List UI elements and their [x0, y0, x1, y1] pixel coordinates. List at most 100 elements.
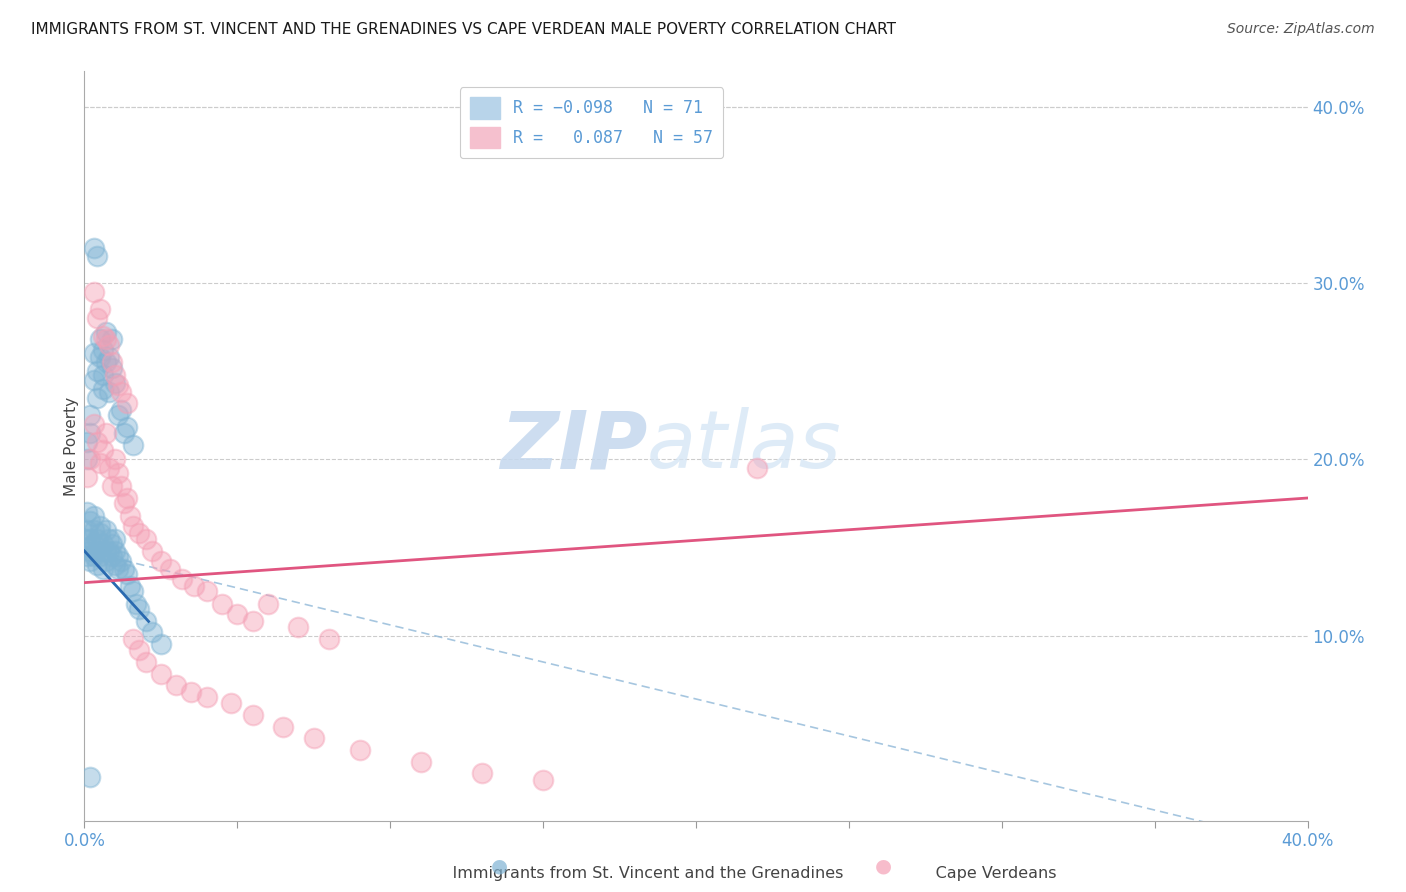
Point [318, 632, 340, 646]
Point [79, 408, 101, 422]
Point [115, 396, 138, 410]
Y-axis label: Male Poverty: Male Poverty [63, 396, 79, 496]
Text: Source: ZipAtlas.com: Source: ZipAtlas.com [1227, 22, 1375, 37]
Point [79, 452, 101, 467]
Point [349, 743, 371, 757]
Point [79, 544, 101, 558]
Point [94, 326, 117, 340]
Point [76, 434, 98, 449]
Point [89, 350, 111, 364]
Point [159, 561, 181, 575]
Point [242, 707, 264, 722]
Point [83, 373, 105, 387]
Point [149, 637, 172, 651]
Point [79, 425, 101, 440]
Point [97, 385, 120, 400]
Point [112, 561, 135, 575]
Point [86, 532, 108, 546]
Point [97, 544, 120, 558]
Point [79, 514, 101, 528]
Point [104, 376, 127, 391]
Point [86, 558, 108, 572]
Point [211, 597, 233, 611]
Point [107, 549, 129, 564]
Point [91, 537, 114, 551]
Point [75, 532, 97, 546]
Point [79, 554, 101, 568]
Point [409, 756, 432, 770]
Point [104, 368, 127, 382]
Point [122, 632, 145, 646]
Point [91, 328, 114, 343]
Point [747, 461, 769, 475]
Point [86, 434, 108, 449]
Point [302, 731, 325, 745]
Text: IMMIGRANTS FROM ST. VINCENT AND THE GRENADINES VS CAPE VERDEAN MALE POVERTY CORR: IMMIGRANTS FROM ST. VINCENT AND THE GREN… [31, 22, 896, 37]
Point [287, 620, 309, 634]
Point [86, 364, 108, 378]
Point [115, 566, 138, 581]
Text: ●: ● [875, 857, 891, 876]
Point [86, 250, 108, 264]
Text: ●: ● [491, 857, 508, 876]
Point [471, 766, 494, 780]
Point [89, 519, 111, 533]
Point [86, 391, 108, 405]
Point [135, 615, 157, 629]
Point [104, 452, 127, 467]
Point [101, 478, 124, 492]
Point [83, 346, 105, 360]
Point [107, 561, 129, 575]
Point [91, 561, 114, 575]
Point [135, 655, 157, 669]
Point [83, 241, 105, 255]
Point [94, 523, 117, 537]
Point [86, 544, 108, 558]
Point [107, 378, 129, 392]
Point [76, 470, 98, 484]
Point [149, 554, 172, 568]
Point [115, 420, 138, 434]
Point [83, 537, 105, 551]
Point [89, 332, 111, 346]
Point [83, 417, 105, 431]
Point [149, 667, 172, 681]
Point [128, 526, 150, 541]
Point [257, 597, 280, 611]
Point [97, 461, 120, 475]
Point [91, 443, 114, 458]
Point [125, 597, 148, 611]
Point [110, 402, 132, 417]
Point [219, 696, 242, 710]
Point [104, 558, 127, 572]
Legend: R = −0.098   N = 71, R =   0.087   N = 57: R = −0.098 N = 71, R = 0.087 N = 57 [460, 87, 723, 159]
Point [120, 579, 142, 593]
Point [104, 532, 127, 546]
Point [101, 332, 124, 346]
Point [83, 285, 105, 299]
Point [195, 584, 218, 599]
Point [110, 554, 132, 568]
Point [94, 332, 117, 346]
Point [91, 343, 114, 357]
Text: atlas: atlas [647, 407, 842, 485]
Point [107, 408, 129, 422]
Point [89, 302, 111, 317]
Point [180, 685, 202, 699]
Point [79, 532, 101, 546]
Point [76, 523, 98, 537]
Point [97, 350, 120, 364]
Point [83, 549, 105, 564]
Point [76, 452, 98, 467]
Point [141, 544, 163, 558]
Point [104, 544, 127, 558]
Point [120, 508, 142, 523]
Point [172, 572, 194, 586]
Point [89, 549, 111, 564]
Point [97, 337, 120, 351]
Point [94, 355, 117, 369]
Point [83, 508, 105, 523]
Point [91, 368, 114, 382]
Point [76, 505, 98, 519]
Point [183, 579, 205, 593]
